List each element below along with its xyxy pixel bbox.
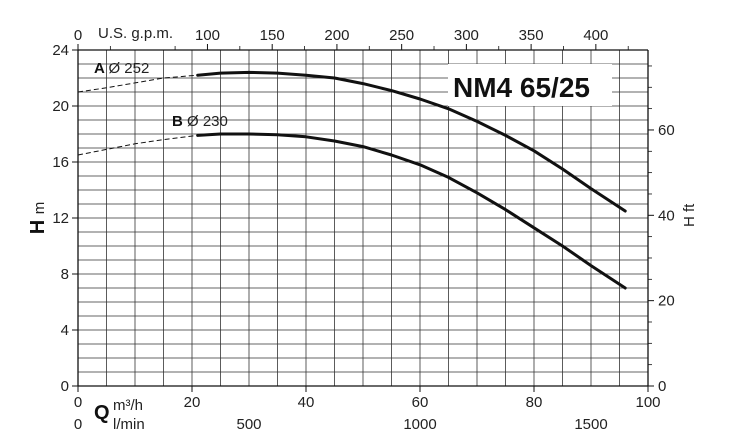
curves	[77, 70, 627, 290]
curve-A-dashed-extension	[77, 74, 198, 93]
labels: U.S. g.p.m. Q m³/h l/min H m H ft A Ø 252 B Ø 2…	[27, 25, 698, 431]
curve-label-A: A Ø 252	[94, 60, 149, 77]
h-ft-tick-label-20: 20	[658, 293, 675, 310]
gpm-tick-label-150: 150	[260, 27, 285, 44]
q-m3h-tick-label-20: 20	[184, 394, 201, 411]
gpm-tick-label-400: 400	[583, 27, 608, 44]
gpm-tick-label-100: 100	[195, 27, 220, 44]
curve-A	[196, 70, 627, 213]
h-m-tick-label-16: 16	[52, 154, 69, 171]
h-m-tick-label-0: 0	[61, 378, 69, 395]
q-lmin-tick-label-0: 0	[74, 416, 82, 431]
gpm-tick-label-350: 350	[519, 27, 544, 44]
gpm-tick-label-250: 250	[389, 27, 414, 44]
q-m3h-tick-label-60: 60	[412, 394, 429, 411]
chart-title: NM4 65/25	[453, 72, 590, 103]
curve-B-dashed-extension	[77, 134, 198, 156]
q-m3h-tick-label-0: 0	[74, 394, 82, 411]
h-m-axis-label: H m	[27, 202, 49, 235]
curve-label-B: B Ø 230	[172, 113, 228, 130]
q-m3h-tick-label-40: 40	[298, 394, 315, 411]
curve-B	[196, 132, 627, 290]
q-m3h-tick-label-80: 80	[526, 394, 543, 411]
h-m-tick-label-24: 24	[52, 42, 69, 59]
q-lmin-tick-label-500: 500	[236, 416, 261, 431]
h-ft-axis-label: H ft	[681, 203, 698, 227]
title-box	[448, 64, 612, 106]
q-axis-unit-lmin: l/min	[113, 416, 145, 431]
h-m-tick-label-4: 4	[61, 322, 69, 339]
h-m-tick-label-20: 20	[52, 98, 69, 115]
h-ft-tick-label-40: 40	[658, 207, 675, 224]
q-axis-unit-m3h: m³/h	[113, 397, 143, 414]
q-axis-letter: Q	[94, 402, 110, 424]
gpm-axis-label: U.S. g.p.m.	[98, 25, 173, 42]
gpm-tick-label-0: 0	[74, 27, 82, 44]
q-lmin-tick-label-1500: 1500	[574, 416, 607, 431]
gpm-tick-label-200: 200	[324, 27, 349, 44]
h-m-tick-label-8: 8	[61, 266, 69, 283]
q-lmin-tick-label-1000: 1000	[403, 416, 436, 431]
h-ft-tick-label-0: 0	[658, 378, 666, 395]
q-m3h-tick-label-100: 100	[635, 394, 660, 411]
h-ft-tick-label-60: 60	[658, 122, 675, 139]
gpm-tick-label-300: 300	[454, 27, 479, 44]
h-m-tick-label-12: 12	[52, 210, 69, 227]
